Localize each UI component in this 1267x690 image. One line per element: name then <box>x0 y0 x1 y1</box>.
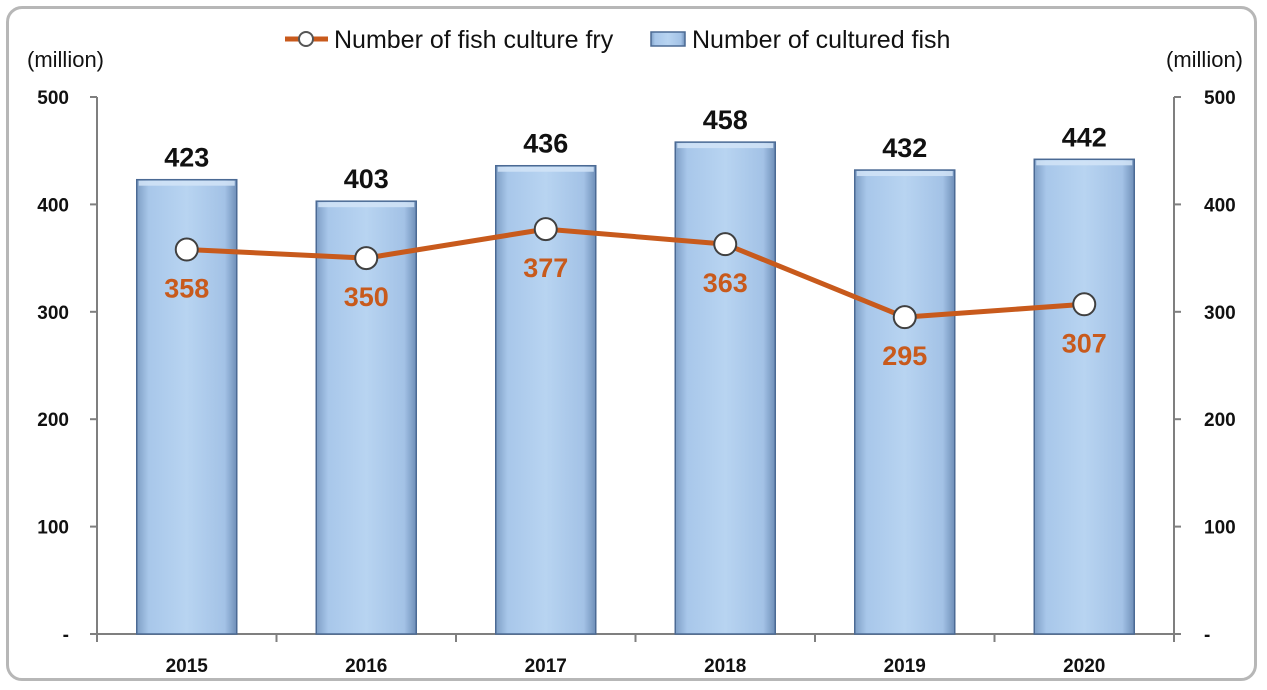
bar-top-highlight <box>497 166 594 172</box>
y-tick-label-right: 300 <box>1204 303 1236 324</box>
x-tick-label: 2018 <box>704 656 746 677</box>
y-tick-label-left: 100 <box>37 518 69 539</box>
x-tick-label: 2019 <box>884 656 926 677</box>
legend-bar-swatch <box>650 31 686 47</box>
fry-point <box>892 305 917 330</box>
fry-value-label: 358 <box>164 274 209 304</box>
fry-value-label: 377 <box>523 253 568 283</box>
y-tick-label-left: 400 <box>37 195 69 216</box>
bar-value-label: 436 <box>523 129 568 159</box>
bars <box>136 141 1135 635</box>
fry-line-path <box>186 226 1085 320</box>
bar-top-highlight <box>138 180 235 186</box>
fry-point <box>354 246 379 271</box>
bar <box>315 200 417 635</box>
legend-label-line: Number of fish culture fry <box>334 26 614 54</box>
bar-value-label: 458 <box>703 105 748 135</box>
bar-value-label: 442 <box>1062 122 1107 152</box>
fry-value-label: 363 <box>703 268 748 298</box>
fry-point <box>174 237 199 262</box>
y-tick-label-left: - <box>63 625 69 646</box>
fry-value-label: 295 <box>882 341 927 371</box>
bar <box>854 169 956 635</box>
y-tick-label-right: - <box>1204 625 1210 646</box>
y-tick-label-right: 200 <box>1204 410 1236 431</box>
bar-value-label: 423 <box>164 143 209 173</box>
y-unit-left: (million) <box>27 47 104 72</box>
bar-top-highlight <box>856 171 953 177</box>
bar-top-highlight <box>318 202 415 208</box>
axes: - - 100 100 200 200 300 300 400 400 500 500 2015 2016… <box>37 88 1235 677</box>
bar <box>674 141 776 635</box>
legend: Number of fish culture fry Number of cul… <box>285 26 950 54</box>
y-tick-label-left: 200 <box>37 410 69 431</box>
bar-value-label: 432 <box>882 133 927 163</box>
fry-value-label: 307 <box>1062 328 1107 358</box>
x-tick-label: 2020 <box>1063 656 1105 677</box>
y-tick-label-right: 400 <box>1204 195 1236 216</box>
y-unit-right: (million) <box>1166 47 1243 72</box>
bar <box>495 164 597 635</box>
legend-line-marker <box>298 31 314 47</box>
x-tick-label: 2015 <box>166 656 209 677</box>
bar-value-label: 403 <box>344 164 389 194</box>
y-tick-label-right: 100 <box>1204 518 1236 539</box>
bar-top-highlight <box>1036 160 1133 166</box>
bar-top-highlight <box>677 143 774 149</box>
bar <box>1033 158 1135 635</box>
fry-point <box>1072 292 1097 317</box>
fry-point <box>713 232 738 257</box>
y-tick-label-left: 300 <box>37 303 69 324</box>
fry-value-label: 350 <box>344 282 389 312</box>
y-tick-label-left: 500 <box>37 88 69 109</box>
legend-label-bar: Number of cultured fish <box>692 26 950 54</box>
y-tick-label-right: 500 <box>1204 88 1236 109</box>
x-tick-label: 2016 <box>345 656 387 677</box>
x-tick-label: 2017 <box>525 656 567 677</box>
data-labels: 423 403 436 458 432 442 358 350 377 363 295 307 <box>164 105 1107 371</box>
fry-point <box>533 217 558 242</box>
fry-line <box>174 217 1097 330</box>
